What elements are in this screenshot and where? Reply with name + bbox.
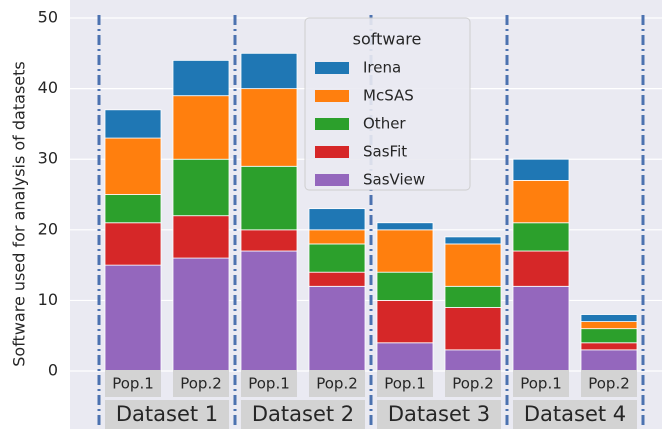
bar-segment [580,314,638,323]
category-label-box [513,370,569,397]
bar-segment [512,180,570,224]
legend-label: Other [363,115,406,133]
legend-swatch [315,174,349,186]
x-tick-label: Pop.2 [452,375,494,393]
bar-segment [580,349,638,372]
legend-label: SasFit [363,143,407,161]
bar-segment [512,250,570,287]
legend-title: software [353,30,422,49]
bar-segment [444,243,502,287]
group-label: Dataset 2 [252,402,354,426]
group-label-box [241,400,365,429]
group-label-box [105,400,229,429]
bar-segment [172,158,230,217]
x-tick-label: Pop.1 [520,375,562,393]
bar-segment [172,59,230,97]
bar-segment [104,137,162,195]
bar-segment [240,165,298,231]
group-label: Dataset 1 [116,402,218,426]
category-label-box [445,370,501,397]
y-tick-label: 10 [38,290,58,309]
bar-segment [104,109,162,139]
bar-segment [104,222,162,266]
bar-segment [444,285,502,308]
bar-segment [580,328,638,344]
y-axis-label: Software used for analysis of datasets [10,61,29,366]
category-label-box [241,370,297,397]
bar-segment [512,222,570,252]
x-tick-label: Pop.2 [180,375,222,393]
x-tick-label: Pop.1 [112,375,154,393]
bar-segment [172,95,230,160]
bar-segment [308,243,366,273]
y-tick-label: 20 [38,219,58,238]
bar-segment [512,285,570,372]
bar-segment [104,264,162,372]
x-tick-label: Pop.1 [384,375,426,393]
bar-segment [240,229,298,252]
bar-segment [376,222,434,231]
bar-segment [376,271,434,301]
x-tick-label: Pop.1 [248,375,290,393]
bar-segment [308,208,366,231]
bar-segment [172,257,230,372]
bar-segment [444,307,502,351]
group-label-box [377,400,501,429]
bar-segment [240,250,298,372]
legend-label: SasView [363,171,425,189]
x-tick-label: Pop.2 [316,375,358,393]
category-label-box [105,370,161,397]
bar-segment [308,271,366,287]
legend-swatch [315,118,349,130]
y-tick-label: 40 [38,78,58,97]
y-tick-label: 0 [48,361,58,380]
bar-segment [240,88,298,167]
bar-segment [104,194,162,224]
bar-segment [580,321,638,330]
legend-label: Irena [363,59,401,77]
bar-segment [376,300,434,344]
category-label-box [377,370,433,397]
bar-segment [376,229,434,273]
group-label: Dataset 3 [388,402,490,426]
legend-swatch [315,146,349,158]
category-label-box [173,370,229,397]
group-label-box [513,400,637,429]
x-tick-label: Pop.2 [588,375,630,393]
y-tick-label: 50 [38,8,58,27]
bar-segment [444,349,502,372]
y-tick-label: 30 [38,149,58,168]
bar-segment [580,342,638,351]
bar-segment [512,158,570,181]
legend-swatch [315,90,349,102]
bar-segment [308,285,366,372]
bar-segment [444,236,502,245]
category-label-box [309,370,365,397]
category-label-box [581,370,637,397]
bar-segment [376,342,434,372]
legend-swatch [315,62,349,74]
legend-label: McSAS [363,87,414,105]
bar-segment [172,215,230,259]
bar-segment [240,52,298,90]
bar-segment [308,229,366,245]
group-label: Dataset 4 [524,402,626,426]
